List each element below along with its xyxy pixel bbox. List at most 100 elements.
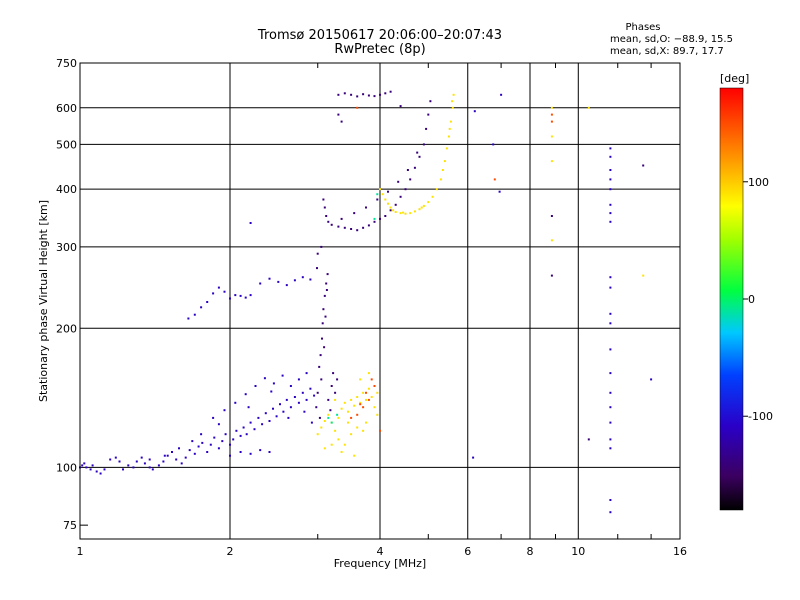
- data-point: [91, 464, 94, 467]
- data-point: [320, 245, 323, 248]
- data-point: [394, 211, 397, 213]
- data-point: [249, 294, 252, 297]
- data-point: [325, 282, 328, 285]
- data-point: [550, 274, 553, 277]
- data-point: [418, 208, 421, 211]
- data-point: [427, 201, 430, 204]
- data-point: [234, 294, 237, 297]
- data-point: [350, 433, 353, 436]
- data-point: [327, 220, 330, 223]
- data-point: [473, 110, 476, 113]
- x-tick-label: 2: [227, 545, 234, 558]
- colorbar-tick-label: 0: [748, 293, 755, 306]
- colorbar-tick-label: 100: [748, 176, 769, 189]
- data-point: [389, 90, 392, 93]
- data-point: [223, 409, 226, 412]
- data-point: [322, 308, 325, 311]
- data-point: [447, 135, 450, 138]
- data-point: [244, 393, 247, 396]
- data-point: [384, 92, 387, 95]
- data-point: [316, 391, 319, 394]
- data-point: [445, 147, 448, 150]
- data-point: [257, 416, 260, 419]
- data-point: [327, 413, 330, 416]
- data-point: [234, 401, 237, 404]
- data-point: [343, 92, 346, 95]
- data-point: [297, 401, 300, 404]
- data-point: [609, 348, 612, 351]
- data-point: [259, 449, 262, 452]
- data-point: [642, 274, 645, 277]
- data-point: [224, 433, 227, 436]
- data-point: [249, 452, 252, 455]
- data-point: [320, 426, 323, 429]
- data-point: [244, 296, 247, 299]
- data-point: [217, 447, 220, 450]
- data-point: [148, 458, 151, 461]
- data-point: [373, 217, 376, 220]
- data-point: [500, 93, 503, 96]
- data-point: [609, 147, 612, 150]
- data-point: [83, 462, 86, 465]
- data-point: [413, 166, 416, 169]
- data-point: [387, 190, 389, 193]
- data-point: [362, 226, 365, 229]
- data-point: [337, 416, 340, 419]
- data-point: [200, 306, 203, 309]
- data-point: [356, 106, 359, 109]
- data-point: [353, 212, 356, 215]
- data-point: [330, 443, 333, 446]
- data-point: [343, 401, 346, 404]
- data-point: [376, 193, 379, 196]
- data-point: [313, 394, 316, 397]
- data-point: [376, 391, 379, 394]
- data-point: [334, 398, 337, 401]
- data-point: [229, 454, 231, 457]
- data-point: [472, 456, 475, 459]
- data-point: [327, 416, 330, 419]
- data-point: [356, 426, 359, 429]
- data-point: [550, 120, 553, 123]
- data-point: [397, 180, 400, 183]
- y-tick-label: 100: [56, 461, 77, 474]
- data-point: [427, 113, 430, 116]
- data-point: [285, 284, 288, 287]
- data-point: [264, 412, 267, 415]
- data-point: [379, 188, 381, 191]
- data-point: [321, 322, 324, 325]
- data-point: [609, 220, 612, 223]
- colorbar-label: [deg]: [720, 72, 749, 85]
- data-points: [79, 90, 653, 514]
- phase-info-o-line: mean, sd,O: −88.9, 15.5: [610, 34, 733, 45]
- data-point: [609, 372, 612, 375]
- data-point: [429, 100, 432, 103]
- data-point: [293, 279, 296, 282]
- colorbar-ticks: 100 0 -100: [743, 176, 773, 423]
- data-point: [103, 468, 106, 471]
- data-point: [422, 143, 425, 146]
- data-point: [323, 206, 326, 209]
- data-point: [309, 278, 312, 281]
- data-point: [373, 220, 376, 223]
- data-point: [261, 423, 264, 426]
- data-point: [316, 267, 318, 270]
- data-point: [109, 458, 112, 461]
- data-point: [353, 404, 356, 407]
- data-point: [239, 434, 242, 437]
- data-point: [259, 282, 262, 285]
- data-point: [249, 222, 252, 224]
- data-point: [362, 93, 365, 96]
- data-point: [325, 215, 328, 217]
- data-point: [184, 456, 187, 459]
- data-point: [609, 212, 612, 215]
- data-point: [443, 160, 446, 163]
- data-point: [404, 212, 407, 215]
- data-point: [365, 391, 367, 394]
- data-point: [340, 407, 343, 410]
- data-point: [362, 406, 365, 409]
- data-point: [416, 151, 419, 154]
- y-tick-label: 400: [56, 183, 77, 196]
- data-point: [609, 438, 612, 441]
- data-point: [609, 499, 612, 501]
- data-point: [340, 120, 343, 123]
